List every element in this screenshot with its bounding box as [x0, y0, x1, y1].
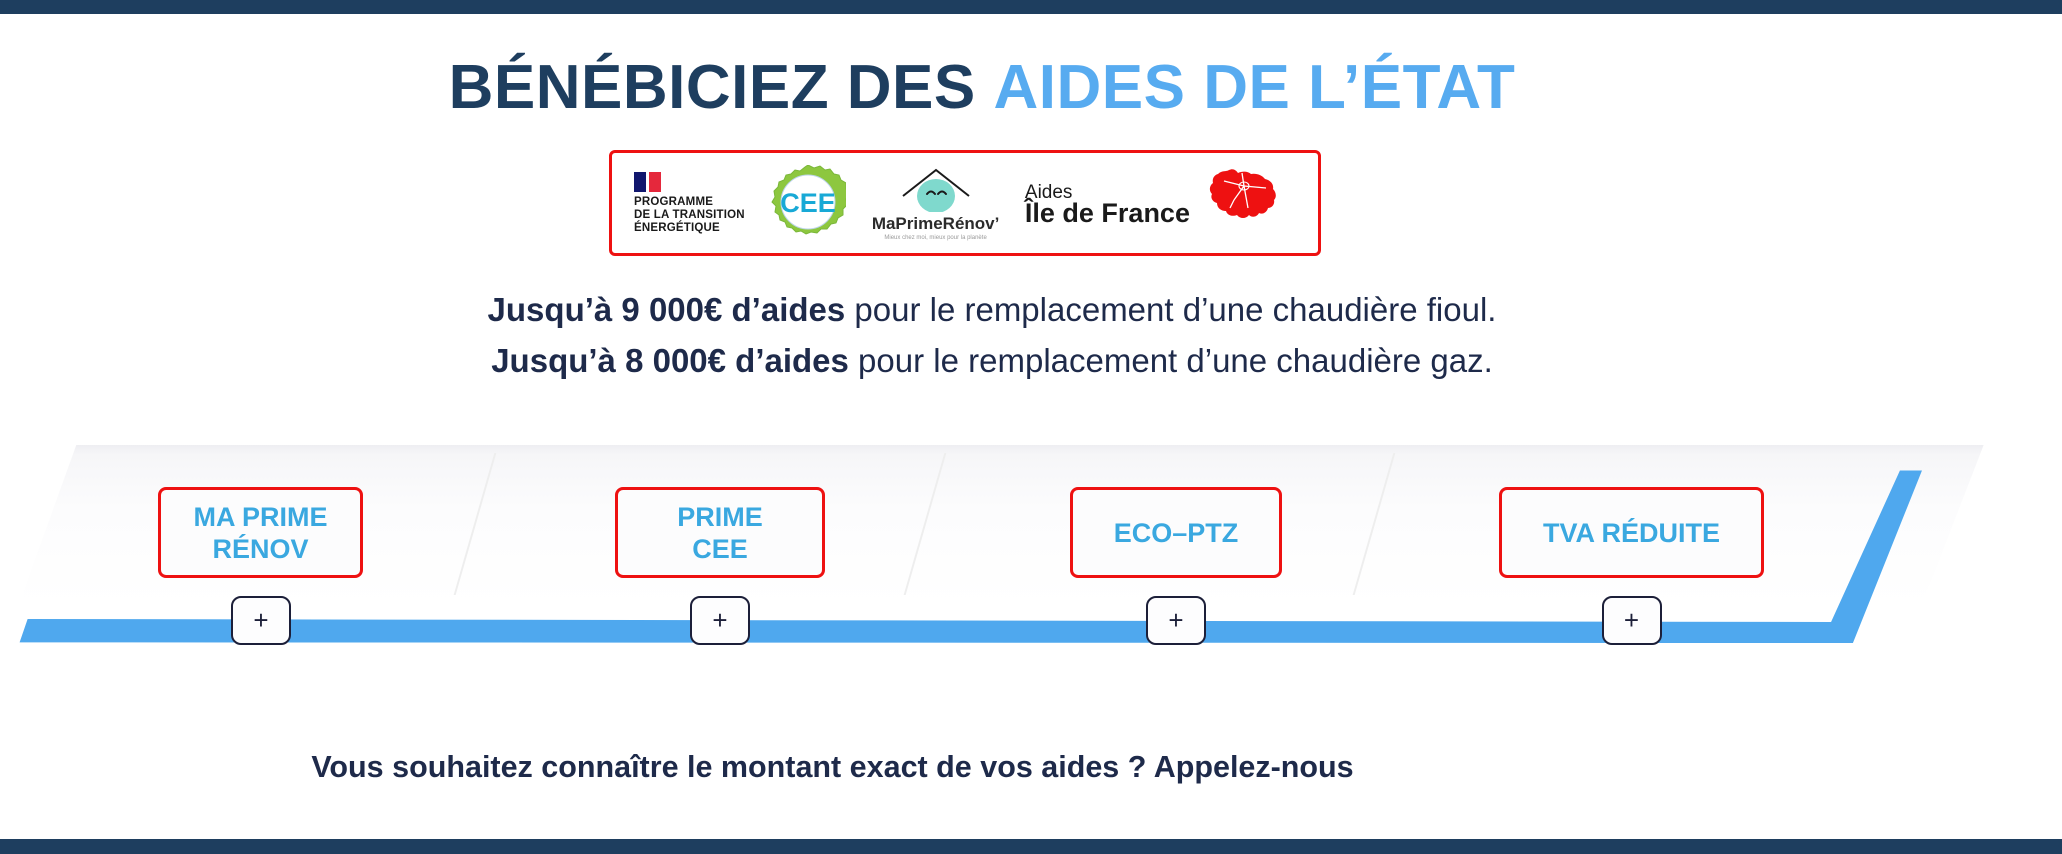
svg-text:CEE: CEE	[781, 188, 837, 218]
